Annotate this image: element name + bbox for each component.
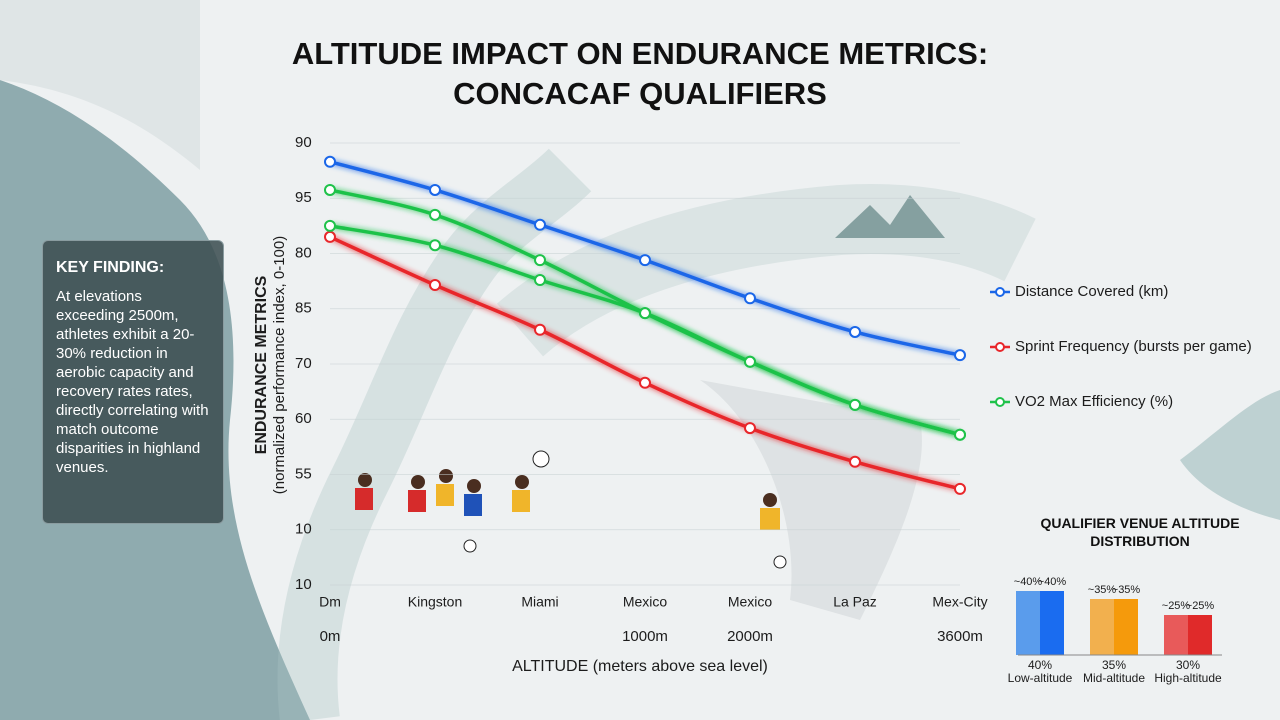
x-tick-label: Kingston [408, 594, 462, 610]
data-point [534, 218, 546, 231]
players-illustration [355, 450, 787, 569]
y-tick-label: 70 [295, 355, 312, 372]
key-finding-text: At elevations exceeding 2500m, athletes … [56, 288, 209, 476]
data-point [849, 325, 861, 338]
bar-category-note: 40% [1028, 658, 1052, 672]
data-point [954, 482, 966, 495]
bar [1040, 591, 1064, 655]
data-point [324, 183, 336, 196]
legend-label: Distance Covered (km) [1015, 283, 1168, 300]
data-point [324, 230, 336, 243]
data-point [744, 292, 756, 305]
data-point [429, 183, 441, 196]
bar-value-label: ~40% [1014, 576, 1043, 588]
data-point [954, 349, 966, 362]
legend-label: VO2 Max Efficiency (%) [1015, 393, 1173, 410]
y-tick-label: 90 [295, 134, 312, 151]
bar [1188, 615, 1212, 655]
x-altitude-label: 3600m [937, 628, 983, 645]
chart-title: ALTITUDE IMPACT ON ENDURANCE METRICS: CO… [291, 36, 989, 111]
x-altitude-label: 0m [320, 628, 341, 645]
y-tick-label: 80 [295, 244, 312, 261]
data-point [534, 254, 546, 267]
bar [1016, 591, 1040, 655]
legend-marker [995, 342, 1005, 352]
y-tick-label: 10 [295, 576, 312, 593]
y-tick-label: 55 [295, 465, 312, 482]
x-tick-label: Mexico [623, 594, 668, 610]
bar-category-note: 35% [1102, 658, 1126, 672]
data-point [324, 155, 336, 168]
data-point [429, 278, 441, 291]
bar-category-label: Mid-altitude [1083, 671, 1145, 685]
x-altitude-label: 2000m [727, 628, 773, 645]
data-point [429, 239, 441, 252]
legend-label: Sprint Frequency (bursts per game) [1015, 338, 1252, 355]
y-tick-label: 85 [295, 300, 312, 317]
bar-value-label: ~25% [1186, 600, 1215, 612]
bar-chart-title: QUALIFIER VENUE ALTITUDE DISTRIBUTION [1040, 515, 1240, 549]
x-tick-label: Dm [319, 594, 341, 610]
bar-value-label: ~35% [1088, 584, 1117, 596]
bar-value-label: ~35% [1112, 584, 1141, 596]
x-tick-label: Mex-City [932, 594, 987, 610]
y-tick-label: 95 [295, 189, 312, 206]
data-point [954, 428, 966, 441]
x-altitude-label: 1000m [622, 628, 668, 645]
legend-marker [995, 287, 1005, 297]
y-subtitle: (normalized performance index, 0-100) [271, 236, 288, 494]
legend-marker [995, 397, 1005, 407]
data-point [429, 208, 441, 221]
bar [1090, 599, 1114, 655]
y-tick-label: 60 [295, 410, 312, 427]
x-tick-label: Miami [521, 594, 558, 610]
data-point [324, 219, 336, 232]
y-tick-label: 10 [295, 521, 312, 538]
bar [1114, 599, 1138, 655]
data-point [639, 307, 651, 320]
bar-value-label: ~25% [1162, 600, 1191, 612]
y-title: ENDURANCE METRICS [253, 275, 270, 454]
bar-category-label: High-altitude [1154, 671, 1222, 685]
data-point [639, 376, 651, 389]
data-point [534, 323, 546, 336]
key-finding-box: KEY FINDING: At elevations exceeding 250… [42, 240, 224, 524]
x-title: ALTITUDE (meters above sea level) [512, 658, 768, 675]
data-point [639, 254, 651, 267]
data-point [744, 422, 756, 435]
x-tick-label: La Paz [833, 594, 877, 610]
x-tick-label: Mexico [728, 594, 773, 610]
data-point [849, 455, 861, 468]
bar-category-note: 30% [1176, 658, 1200, 672]
bar [1164, 615, 1188, 655]
data-point [744, 355, 756, 368]
bar-value-label: ~40% [1038, 576, 1067, 588]
key-finding-heading: KEY FINDING: [56, 259, 165, 276]
bar-category-label: Low-altitude [1008, 671, 1073, 685]
data-point [534, 274, 546, 287]
data-point [849, 398, 861, 411]
